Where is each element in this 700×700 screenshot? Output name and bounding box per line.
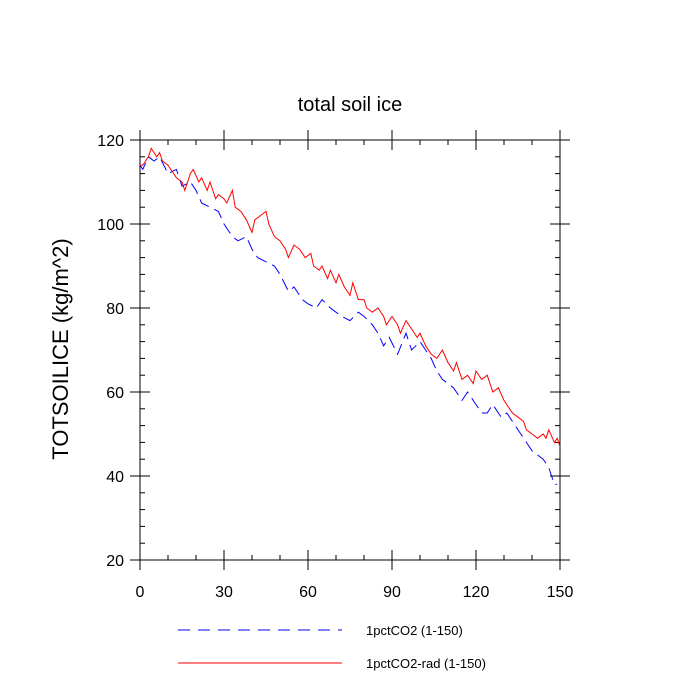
chart-title: total soil ice bbox=[298, 94, 403, 116]
x-tick-label: 90 bbox=[383, 584, 401, 601]
x-tick-label: 0 bbox=[136, 584, 145, 601]
y-tick-label: 80 bbox=[106, 301, 124, 318]
series-line-1 bbox=[140, 147, 561, 447]
y-tick-label: 20 bbox=[106, 553, 124, 570]
legend-label-0: 1pctCO2 (1-150) bbox=[366, 623, 463, 638]
x-tick-label: 120 bbox=[463, 584, 490, 601]
legend: 1pctCO2 (1-150) 1pctCO2-rad (1-150) bbox=[178, 623, 486, 671]
plot-frame bbox=[139, 139, 561, 561]
y-axis-label: TOTSOILICE (kg/m^2) bbox=[48, 238, 73, 459]
x-tick-label: 60 bbox=[299, 584, 317, 601]
x-tick-label: 150 bbox=[547, 584, 574, 601]
y-tick-label: 100 bbox=[97, 217, 124, 234]
x-tick-labels: 0 30 60 90 120 150 bbox=[136, 584, 574, 601]
series-lines bbox=[139, 147, 561, 485]
y-tick-label: 60 bbox=[106, 385, 124, 402]
x-tick-label: 30 bbox=[215, 584, 233, 601]
axis-ticks bbox=[130, 130, 570, 570]
legend-label-1: 1pctCO2-rad (1-150) bbox=[366, 656, 486, 671]
y-tick-labels: 20 40 60 80 100 120 bbox=[97, 133, 124, 570]
series-line-0 bbox=[139, 156, 558, 485]
y-tick-label: 120 bbox=[97, 133, 124, 150]
y-tick-label: 40 bbox=[106, 469, 124, 486]
